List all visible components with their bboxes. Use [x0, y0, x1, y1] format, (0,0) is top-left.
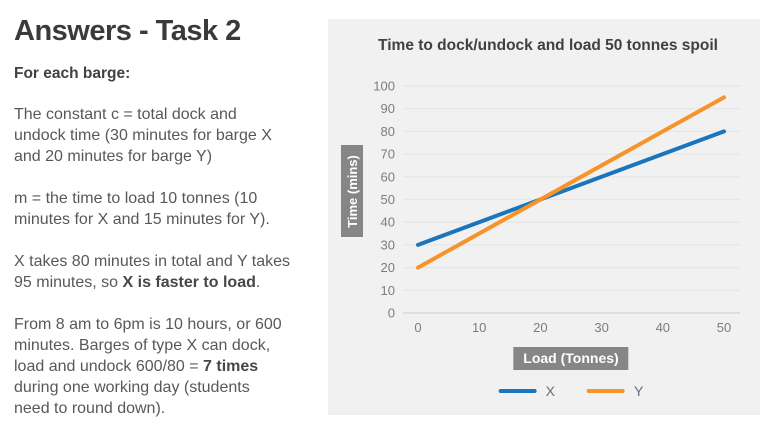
x-tick-label-20: 20 — [533, 320, 547, 335]
legend-swatch-Y — [587, 389, 625, 393]
y-tick-label-20: 20 — [381, 260, 395, 275]
y-tick-label-10: 10 — [381, 283, 395, 298]
x-tick-label-40: 40 — [656, 320, 670, 335]
x-tick-label-50: 50 — [717, 320, 731, 335]
paragraph-comparison-text: X takes 80 minutes in total and Y takes … — [14, 253, 291, 291]
series-line-X — [416, 129, 726, 247]
bold-7-times: 7 times — [203, 358, 259, 375]
paragraph-comparison: X takes 80 minutes in total and Y takes … — [14, 251, 326, 293]
legend-swatch-X — [498, 389, 537, 393]
paragraph-m-gradient: m = the time to load 10 tonnes (10 minut… — [14, 190, 270, 228]
line-chart: 0 10 20 30 40 50 60 70 80 90 100 0 10 20 30 40 50 — [373, 79, 740, 335]
y-tick-label-90: 90 — [381, 101, 395, 116]
legend-item-X: X — [498, 383, 555, 399]
x-tick-label-10: 10 — [472, 320, 486, 335]
answers-text-column: Answers - Task 2 For each barge: The con… — [14, 8, 326, 419]
x-axis-title-box: Load (Tonnes) — [513, 347, 629, 370]
y-tick-label-70: 70 — [381, 147, 395, 162]
y-tick-label-30: 30 — [381, 237, 395, 252]
paragraph-comparison-period: . — [255, 274, 261, 291]
paragraph-working-day-text: From 8 am to 6pm is 10 hours, or 600 min… — [14, 316, 282, 375]
page-title: Answers - Task 2 — [14, 15, 241, 47]
series-line-Y — [416, 95, 726, 270]
y-tick-label-80: 80 — [381, 124, 395, 139]
legend-label-X: X — [545, 383, 555, 399]
y-tick-label-60: 60 — [381, 169, 395, 184]
y-tick-label-100: 100 — [373, 79, 395, 94]
legend-label-Y: Y — [634, 383, 644, 399]
x-axis-title: Load (Tonnes) — [523, 350, 619, 366]
chart-panel: Time to dock/undock and load 50 tonnes s… — [328, 19, 760, 415]
subheading-for-each-barge: For each barge: — [14, 65, 131, 82]
x-tick-label-0: 0 — [414, 320, 421, 335]
paragraph-working-day-end: during one working day (students need to… — [14, 379, 250, 417]
paragraph-constant-c: The constant c = total dock and undock t… — [14, 106, 272, 165]
bold-x-is-faster: X is faster to load — [122, 274, 256, 291]
legend-item-Y: Y — [587, 383, 643, 399]
y-tick-label-0: 0 — [388, 306, 395, 321]
paragraph-working-day: From 8 am to 6pm is 10 hours, or 600 min… — [14, 314, 326, 419]
y-axis-title-box: Time (mins) — [341, 145, 363, 237]
x-tick-label-30: 30 — [594, 320, 608, 335]
y-tick-label-50: 50 — [381, 192, 395, 207]
chart-title: Time to dock/undock and load 50 tonnes s… — [378, 37, 718, 54]
y-tick-label-40: 40 — [381, 215, 395, 230]
